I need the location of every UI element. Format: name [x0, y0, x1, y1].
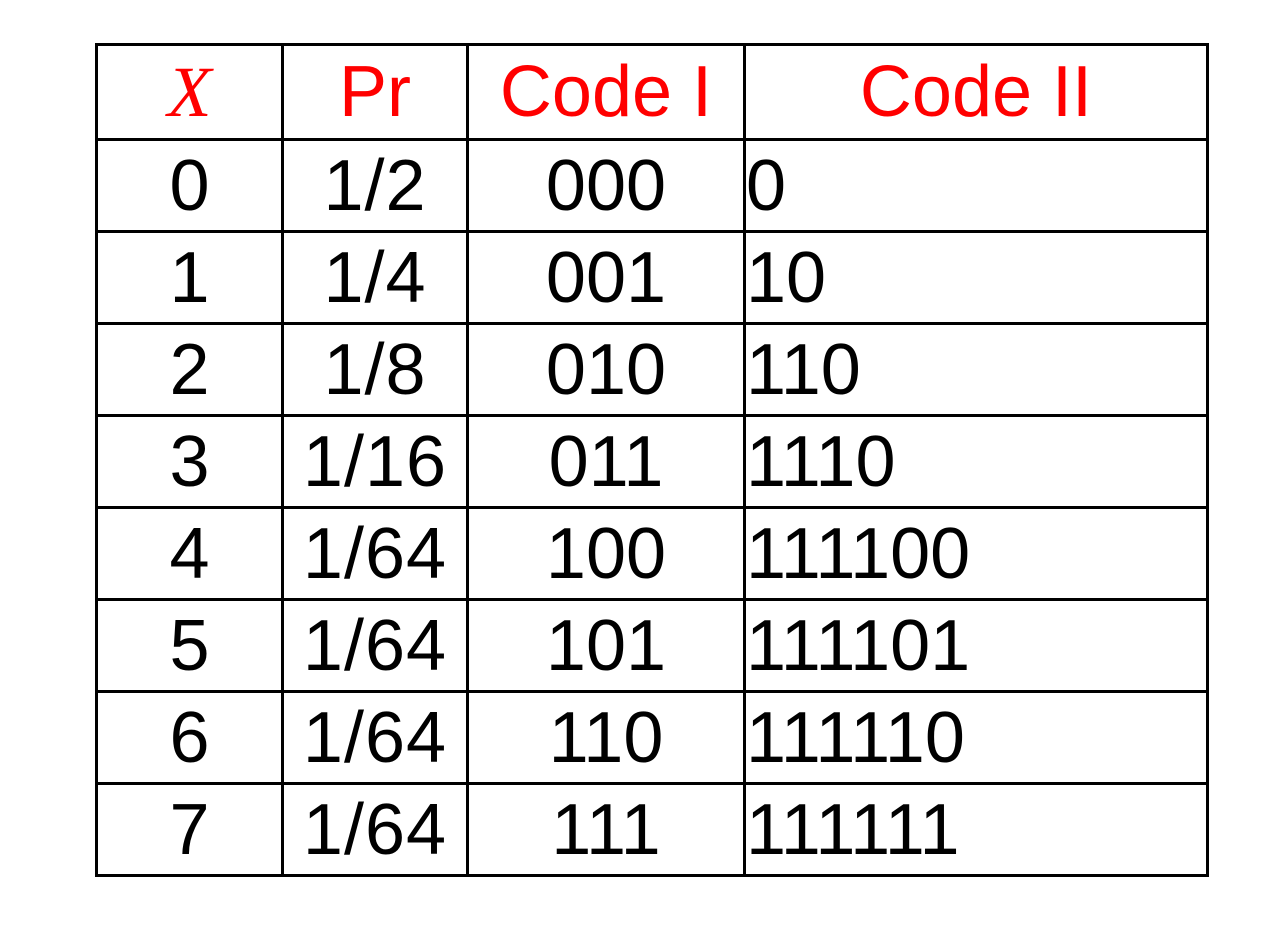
table-row: 3 1/16 011 1110 — [95, 414, 1209, 509]
cell-pr: 1/16 — [281, 414, 469, 509]
table-row: 5 1/64 101 111101 — [95, 598, 1209, 693]
cell-x: 3 — [95, 414, 284, 509]
cell-pr: 1/8 — [281, 322, 469, 417]
cell-x: 1 — [95, 230, 284, 325]
cell-pr: 1/64 — [281, 506, 469, 601]
cell-pr: 1/4 — [281, 230, 469, 325]
table-row: 7 1/64 111 111111 — [95, 782, 1209, 877]
cell-x: 0 — [95, 138, 284, 233]
cell-code-i: 111 — [466, 782, 746, 877]
table-row: 2 1/8 010 110 — [95, 322, 1209, 417]
cell-x: 7 — [95, 782, 284, 877]
header-pr: Pr — [281, 43, 469, 141]
cell-code-i: 110 — [466, 690, 746, 785]
cell-pr: 1/2 — [281, 138, 469, 233]
cell-code-i: 000 — [466, 138, 746, 233]
cell-code-ii: 111111 — [743, 782, 1209, 877]
cell-code-ii: 111101 — [743, 598, 1209, 693]
cell-code-ii: 111100 — [743, 506, 1209, 601]
table-row: 1 1/4 001 10 — [95, 230, 1209, 325]
cell-x: 5 — [95, 598, 284, 693]
cell-code-i: 010 — [466, 322, 746, 417]
cell-code-i: 101 — [466, 598, 746, 693]
cell-pr: 1/64 — [281, 690, 469, 785]
cell-x: 4 — [95, 506, 284, 601]
cell-code-i: 001 — [466, 230, 746, 325]
cell-code-ii: 0 — [743, 138, 1209, 233]
table-row: 6 1/64 110 111110 — [95, 690, 1209, 785]
cell-code-i: 011 — [466, 414, 746, 509]
header-row: X Pr Code I Code II — [95, 43, 1209, 141]
cell-code-ii: 1110 — [743, 414, 1209, 509]
cell-code-ii: 110 — [743, 322, 1209, 417]
cell-x: 2 — [95, 322, 284, 417]
cell-pr: 1/64 — [281, 782, 469, 877]
cell-x: 6 — [95, 690, 284, 785]
code-table: X Pr Code I Code II 0 1/2 000 0 1 1/4 001 10 2 1/… — [95, 43, 1209, 877]
cell-pr: 1/64 — [281, 598, 469, 693]
header-x: X — [95, 43, 284, 141]
table-row: 4 1/64 100 111100 — [95, 506, 1209, 601]
header-code-ii: Code II — [743, 43, 1209, 141]
table-row: 0 1/2 000 0 — [95, 138, 1209, 233]
cell-code-i: 100 — [466, 506, 746, 601]
cell-code-ii: 111110 — [743, 690, 1209, 785]
cell-code-ii: 10 — [743, 230, 1209, 325]
header-code-i: Code I — [466, 43, 746, 141]
